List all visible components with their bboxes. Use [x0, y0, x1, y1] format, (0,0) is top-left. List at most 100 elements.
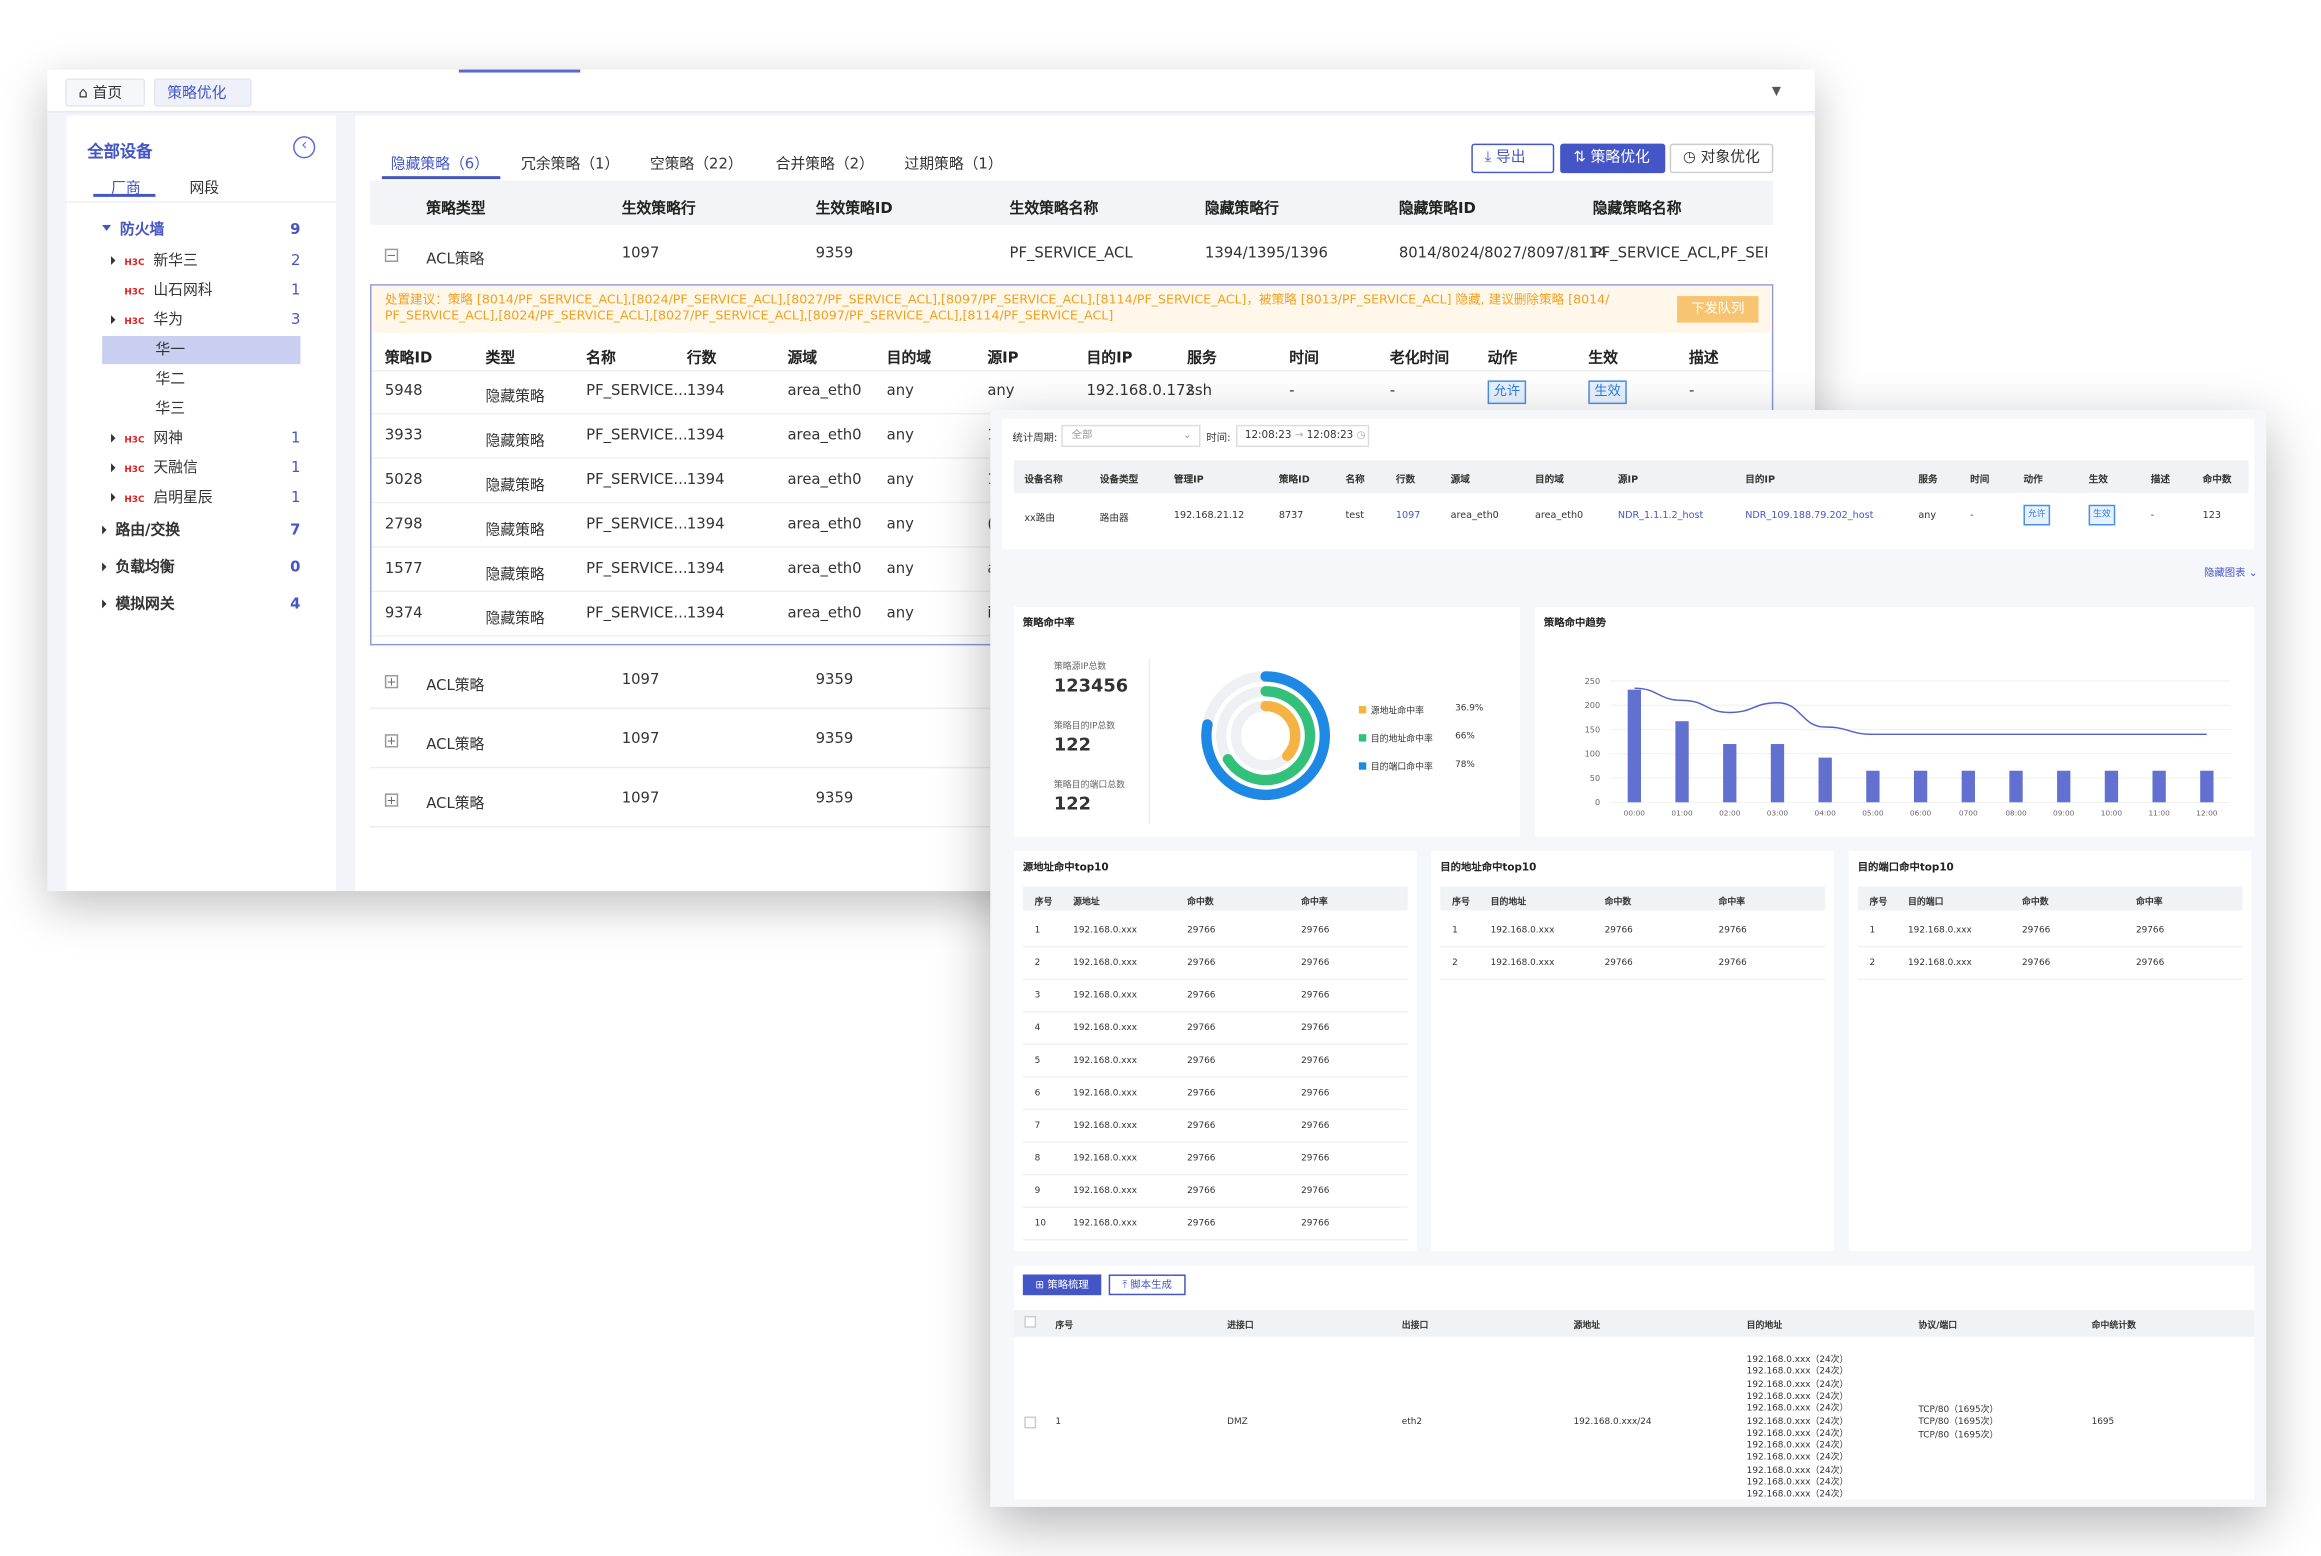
tree-vendor-venus[interactable]: H3C 启明星辰 1: [111, 486, 300, 513]
legend-value: 36.9%: [1455, 703, 1484, 714]
tree-vendor-h3c[interactable]: H3C 新华三 2: [111, 249, 300, 276]
cell: 8: [1034, 1153, 1041, 1164]
cell: 29766: [1187, 1120, 1216, 1131]
subtab-vendor[interactable]: 厂商: [111, 180, 141, 197]
tree-vendor-huawei[interactable]: H3C 华为 3: [111, 308, 300, 335]
divider: [66, 201, 337, 203]
bottom-table-header: [1013, 1310, 2255, 1337]
script-generate-button[interactable]: ⤒ 脚本生成: [1108, 1274, 1186, 1296]
panel-title: 策略命中趋势: [1543, 617, 1607, 630]
tree-selected-bg: [102, 336, 301, 365]
cell: 1394: [686, 383, 725, 400]
cell-line: TCP/80（1695次）: [1918, 1404, 1999, 1416]
cell: 9359: [815, 731, 854, 748]
tree-device-hua3[interactable]: 华三: [155, 401, 186, 418]
collapse-row-icon[interactable]: −: [384, 248, 399, 263]
expand-row-icon[interactable]: +: [384, 674, 399, 689]
cell: area_eth0: [787, 472, 862, 489]
x-tick-label: 04:00: [1815, 809, 1837, 818]
expand-row-icon[interactable]: +: [384, 734, 399, 748]
tab-expired-policy[interactable]: 过期策略（1）: [904, 156, 1003, 174]
cell: 192.168.0.xxx: [1073, 1087, 1137, 1099]
column-header: 进接口: [1227, 1320, 1254, 1331]
cell: 5: [1034, 1055, 1041, 1066]
row-divider: [1022, 1141, 1408, 1143]
cell-line: 192.168.0.xxx（24次）: [1746, 1428, 1849, 1439]
cell: 29766: [1301, 1087, 1330, 1099]
cell-line: 192.168.0.xxx（24次）: [1746, 1378, 1849, 1390]
sub-column-header: 源IP: [987, 350, 1019, 368]
active-indicator: [458, 69, 581, 73]
cell: PF_SERVICE...: [586, 383, 688, 400]
stat-value: 122: [1053, 793, 1092, 815]
tree-firewall[interactable]: 防火墙 9: [102, 218, 300, 245]
tree-router-switch[interactable]: 路由/交换 7: [102, 518, 300, 545]
cell: 29766: [1187, 990, 1216, 1001]
cell: 29766: [2021, 925, 2051, 936]
tab-empty-policy[interactable]: 空策略（22）: [649, 156, 743, 174]
policy-sort-button[interactable]: ⊞ 策略梳理: [1022, 1274, 1102, 1296]
bar: [2057, 770, 2071, 803]
cell: 29766: [1187, 1022, 1216, 1034]
dispatch-queue-button[interactable]: 下发队列: [1677, 296, 1759, 323]
cell: test: [1345, 509, 1365, 522]
tree-vendor-topsec[interactable]: H3C 天融信 1: [111, 456, 300, 483]
cell: any: [1918, 509, 1937, 522]
chevron-down-icon[interactable]: ▼: [1771, 84, 1781, 98]
tab-bar: ⌂ 首页 策略优化 × ▼: [47, 69, 1815, 130]
bar: [2104, 770, 2119, 803]
tab-merge-policy[interactable]: 合并策略（2）: [775, 156, 874, 174]
bar: [2152, 770, 2166, 803]
cell: PF_SERVICE_ACL: [1009, 245, 1133, 263]
table-header: [370, 180, 1774, 225]
sub-column-header: 时间: [1289, 350, 1319, 368]
hide-chart-toggle[interactable]: 隐藏图表 ⌄: [2204, 565, 2257, 580]
tree-vendor-hillstone[interactable]: H3C 山石网科 1: [111, 278, 300, 305]
column-header: 命中统计数: [2091, 1320, 2136, 1331]
tab-redundant-policy[interactable]: 冗余策略（1）: [521, 156, 620, 174]
tab-home[interactable]: ⌂ 首页: [65, 78, 146, 107]
subtab-segment[interactable]: 网段: [189, 180, 220, 197]
ring-arc: [1230, 700, 1301, 771]
cell: 1: [1452, 925, 1458, 936]
vendor-logo: H3C: [124, 464, 145, 476]
optimize-button[interactable]: ⇅ 策略优化: [1560, 143, 1666, 174]
tree-device-hua1[interactable]: 华一: [155, 341, 186, 359]
tree-sim-gateway[interactable]: 模拟网关 4: [102, 592, 300, 619]
cell: area_eth0: [787, 561, 862, 578]
trend-chart: 0 50 100 150 200 250 00:00 01:00 02:00 03:00 04:00…: [1585, 676, 2231, 818]
sort-icon: ⊞: [1035, 1278, 1048, 1291]
stat-label: 策略目的IP总数: [1053, 720, 1116, 732]
row-checkbox[interactable]: [1024, 1416, 1037, 1429]
cell: 6: [1034, 1087, 1041, 1099]
cell: 29766: [1301, 1022, 1330, 1034]
sub-column-header: 目的域: [886, 350, 932, 368]
cell-line: 192.168.0.xxx（24次）: [1746, 1354, 1849, 1365]
tab-hidden-policy[interactable]: 隐藏策略（6）: [390, 156, 490, 174]
cell: 1394: [686, 427, 725, 445]
sub-column-header: 行数: [686, 350, 717, 368]
bar: [1723, 744, 1737, 803]
caret-right-icon: [102, 599, 107, 609]
column-header: 序号: [1869, 897, 1888, 908]
tab-policy-optimization[interactable]: 策略优化 ×: [153, 78, 252, 130]
tree-load-balancer[interactable]: 负载均衡 0: [102, 555, 300, 582]
tree-vendor-netgod[interactable]: H3C 网神 1: [111, 426, 300, 453]
cell: 29766: [1187, 1153, 1216, 1164]
export-button[interactable]: ⤓ 导出: [1471, 143, 1555, 174]
device-sidebar: 全部设备 ‹ 厂商 网段 防火墙 9 H3C 新华三 2 H3C 山石网科 1 H3C 华为…: [66, 115, 337, 892]
row-divider: [1440, 978, 1826, 980]
object-optimize-button[interactable]: ◷ 对象优化: [1669, 143, 1774, 174]
expand-row-icon[interactable]: +: [384, 793, 399, 807]
x-tick-label: 09:00: [2053, 809, 2075, 818]
caret-down-icon: [111, 315, 116, 325]
legend-swatch: [1358, 762, 1367, 770]
cell: 隐藏策略: [485, 522, 545, 539]
select-all-checkbox[interactable]: [1024, 1315, 1037, 1328]
collapse-icon[interactable]: ‹: [293, 136, 316, 159]
tree-device-hua2[interactable]: 华二: [155, 371, 186, 388]
period-select[interactable]: 全部 ⌄: [1061, 424, 1201, 448]
row-divider: [1857, 945, 2243, 948]
time-range-picker[interactable]: 12:08:23 → 12:08:23 ◷: [1235, 424, 1370, 448]
row-divider: [1857, 978, 2243, 980]
